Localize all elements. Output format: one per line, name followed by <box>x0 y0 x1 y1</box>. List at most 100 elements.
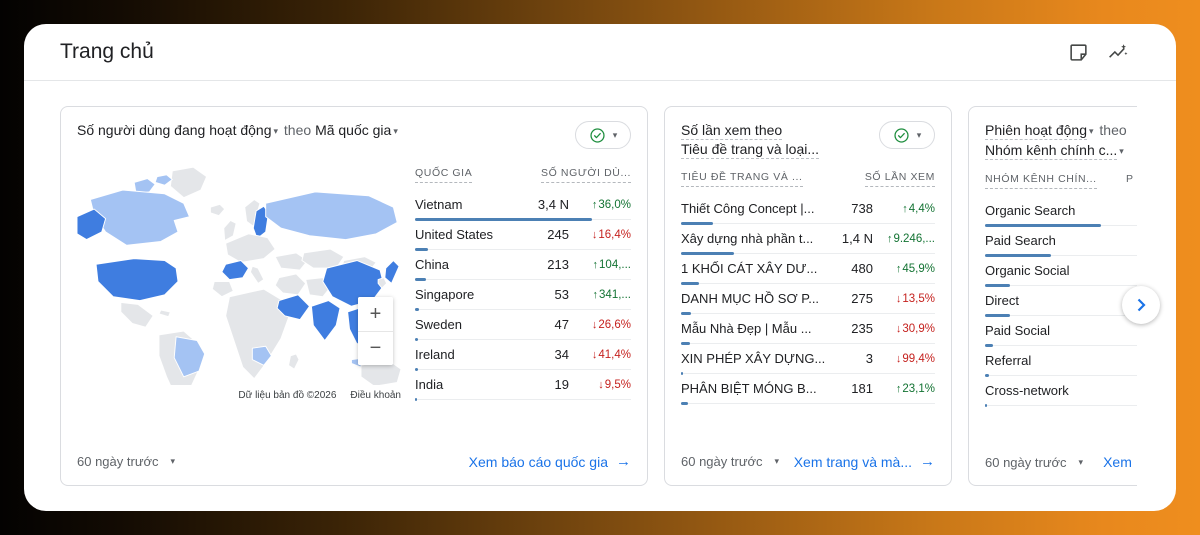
arrow-right-icon <box>920 453 935 470</box>
page-title: Trang chủ <box>60 40 154 63</box>
trend-arrow-icon: ↓ <box>591 318 598 331</box>
chart-status-button[interactable] <box>879 121 935 149</box>
table-body: Vietnam 3,4 N ↑36,0% United States 245 ↓… <box>415 190 631 401</box>
chevron-right-icon <box>1137 298 1146 312</box>
trend-arrow-icon: ↓ <box>591 348 598 361</box>
table-row: Direct <box>985 286 1137 317</box>
zoom-in-button[interactable]: + <box>358 297 393 331</box>
row-value: 3 <box>865 351 873 366</box>
chevron-down-icon[interactable] <box>393 122 398 141</box>
trend-arrow-icon: ↑ <box>895 382 902 395</box>
row-change: ↑9.246,... <box>886 232 935 245</box>
row-mini-bar <box>985 284 1011 287</box>
chevron-down-icon[interactable] <box>1089 122 1094 141</box>
column-header-views: SỐ LẦN XEM <box>864 171 935 187</box>
metric-selector[interactable]: Phiên hoạt động <box>985 122 1087 140</box>
card3-footer: 60 ngày trước Xem <box>969 442 1137 485</box>
dimension-selector[interactable]: Nhóm kênh chính c... <box>985 142 1118 160</box>
chevron-down-icon[interactable] <box>1119 142 1124 161</box>
row-label: Referral <box>985 353 1032 368</box>
row-mini-bar <box>681 402 688 405</box>
row-mini-bar <box>681 372 684 375</box>
channels-table: NHÓM KÊNH CHÍN... P Organic Search Paid … <box>985 167 1137 407</box>
row-label: Ireland <box>415 347 455 362</box>
row-change: ↓41,4% <box>591 348 631 361</box>
row-change: ↓26,6% <box>591 318 631 331</box>
card1-title: Số người dùng đang hoạt động theo Mã quố… <box>77 121 400 141</box>
row-change: ↑341,... <box>592 288 631 301</box>
metric-selector[interactable]: Số lần xem theo <box>681 122 783 140</box>
chevron-down-icon <box>775 456 780 467</box>
table-row: Paid Search <box>985 226 1137 257</box>
row-label: Organic Search <box>985 203 1076 218</box>
row-label: Thiết Công Concept |... <box>681 201 815 216</box>
row-value: 213 <box>547 257 569 272</box>
row-value: 1,4 N <box>841 231 873 246</box>
table-body: Thiết Công Concept |... 738 ↑4,4% Xây dự… <box>681 194 935 405</box>
row-change: ↑104,... <box>592 258 631 271</box>
table-row: Thiết Công Concept |... 738 ↑4,4% <box>681 194 935 225</box>
chart-status-button[interactable] <box>575 121 631 149</box>
trend-arrow-icon: ↑ <box>591 198 598 211</box>
row-mini-bar <box>985 314 1011 317</box>
metric-selector[interactable]: Số người dùng đang hoạt động <box>77 122 272 138</box>
card2-body: TIÊU ĐỀ TRANG VÀ ... SỐ LẦN XEM Thiết Cô… <box>665 165 951 441</box>
table-row: Paid Social <box>985 316 1137 347</box>
row-mini-bar <box>985 254 1051 257</box>
title-connector: theo <box>283 122 312 138</box>
column-header-sessions: P <box>1126 173 1134 185</box>
row-change: ↑45,9% <box>895 262 935 275</box>
row-change: ↓99,4% <box>895 352 935 365</box>
row-value: 181 <box>851 381 873 396</box>
cards-carousel: Số người dùng đang hoạt động theo Mã quố… <box>60 106 1137 488</box>
row-change: ↑23,1% <box>895 382 935 395</box>
chevron-down-icon <box>1079 457 1084 468</box>
notes-icon[interactable] <box>1068 42 1089 63</box>
card2-title: Số lần xem theo Tiêu đề trang và loại... <box>681 121 820 159</box>
header-actions <box>1068 42 1128 63</box>
view-channels-report-link[interactable]: Xem <box>1103 454 1132 470</box>
trend-arrow-icon: ↑ <box>886 232 893 245</box>
chevron-down-icon[interactable] <box>274 122 279 141</box>
row-label: XIN PHÉP XÂY DỰNG... <box>681 351 826 366</box>
world-map[interactable] <box>77 157 401 385</box>
table-row: Xây dựng nhà phần t... 1,4 N ↑9.246,... <box>681 224 935 255</box>
row-label: Sweden <box>415 317 462 332</box>
date-range-selector[interactable]: 60 ngày trước <box>985 455 1085 470</box>
row-change: ↓16,4% <box>591 228 631 241</box>
zoom-out-button[interactable]: − <box>358 331 393 365</box>
table-row: XIN PHÉP XÂY DỰNG... 3 ↓99,4% <box>681 344 935 375</box>
row-value: 53 <box>554 287 569 302</box>
view-pages-report-link[interactable]: Xem trang và mà... <box>794 453 935 470</box>
row-label: Direct <box>985 293 1019 308</box>
check-circle-icon <box>590 127 605 143</box>
map-terms-link[interactable]: Điều khoản <box>350 390 401 401</box>
table-row: Mẫu Nhà Đẹp | Mẫu ... 235 ↓30,9% <box>681 314 935 345</box>
row-label: PHÂN BIỆT MÓNG B... <box>681 381 817 396</box>
row-label: DANH MỤC HỒ SƠ P... <box>681 291 820 306</box>
table-row: 1 KHỐI CÁT XÂY DƯ... 480 ↑45,9% <box>681 254 935 285</box>
row-label: India <box>415 377 444 392</box>
table-row: PHÂN BIỆT MÓNG B... 181 ↑23,1% <box>681 374 935 405</box>
dimension-selector[interactable]: Tiêu đề trang và loại... <box>681 141 820 159</box>
card2-header: Số lần xem theo Tiêu đề trang và loại... <box>665 107 951 165</box>
row-mini-bar <box>415 368 418 371</box>
row-label: United States <box>415 227 494 242</box>
row-value: 738 <box>851 201 873 216</box>
row-change: ↑4,4% <box>902 202 935 215</box>
view-countries-report-link[interactable]: Xem báo cáo quốc gia <box>469 453 631 470</box>
analytics-home-panel: Trang chủ Số người dùng đang hoạt động t… <box>24 24 1176 511</box>
card1-body: + − Dữ liệu bản đồ ©2026 Điều khoản QUỐC… <box>61 155 647 441</box>
table-row: Organic Search <box>985 196 1137 227</box>
carousel-next-button[interactable] <box>1122 286 1160 324</box>
row-change: ↓13,5% <box>895 292 935 305</box>
row-mini-bar <box>415 338 419 341</box>
card-active-users-by-country: Số người dùng đang hoạt động theo Mã quố… <box>60 106 648 486</box>
date-range-selector[interactable]: 60 ngày trước <box>77 454 177 469</box>
row-change: ↓30,9% <box>895 322 935 335</box>
row-value: 34 <box>554 347 569 362</box>
chevron-down-icon <box>171 456 176 467</box>
insights-icon[interactable] <box>1107 42 1128 63</box>
date-range-selector[interactable]: 60 ngày trước <box>681 454 781 469</box>
dimension-selector[interactable]: Mã quốc gia <box>315 122 392 138</box>
